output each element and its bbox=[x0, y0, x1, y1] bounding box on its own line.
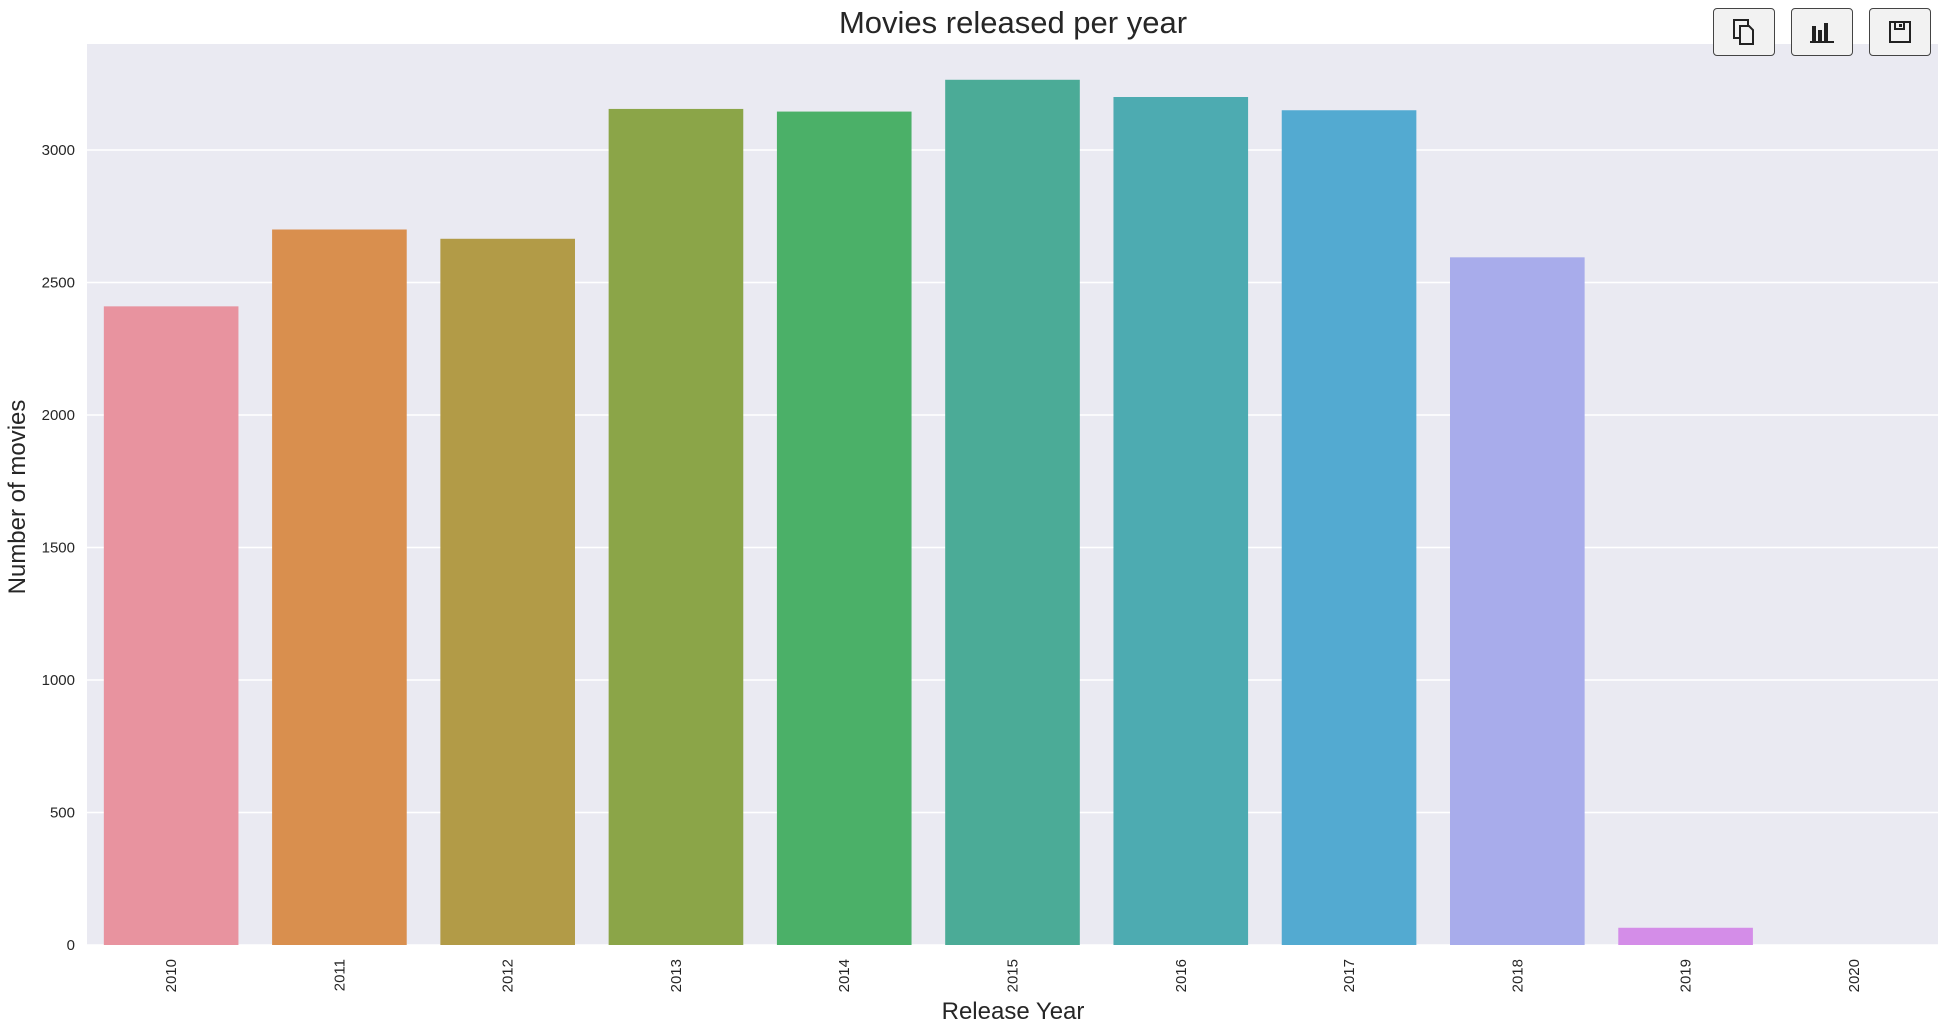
bar-2012 bbox=[440, 238, 575, 945]
bar-chart-icon bbox=[1809, 20, 1835, 44]
bar-2017 bbox=[1281, 110, 1417, 945]
y-tick-label: 1500 bbox=[42, 540, 75, 557]
save-button[interactable] bbox=[1869, 8, 1931, 56]
x-tick-labels: 2010 2011 2012 2013 2014 2015 2016 2017 2018 2019… bbox=[163, 959, 1863, 992]
y-tick-label: 2500 bbox=[42, 275, 75, 292]
x-tick-label: 2017 bbox=[1341, 959, 1358, 992]
x-tick-label: 2020 bbox=[1846, 959, 1863, 992]
y-tick-label: 0 bbox=[67, 937, 75, 954]
chart-button[interactable] bbox=[1791, 8, 1853, 56]
x-axis-label: Release Year bbox=[942, 998, 1085, 1025]
bar-2011 bbox=[272, 229, 407, 945]
bar-2010 bbox=[103, 306, 239, 946]
x-tick-label: 2015 bbox=[1005, 959, 1022, 992]
bar-2018 bbox=[1450, 257, 1585, 945]
x-tick-label: 2016 bbox=[1173, 959, 1190, 992]
y-tick-label: 500 bbox=[50, 805, 75, 822]
copy-icon bbox=[1732, 18, 1756, 46]
bars bbox=[103, 79, 1753, 946]
y-tick-label: 3000 bbox=[42, 142, 75, 159]
y-tick-labels: 0 500 1000 1500 2000 2500 3000 bbox=[42, 142, 75, 954]
chart-title: Movies released per year bbox=[839, 5, 1187, 40]
copy-button[interactable] bbox=[1713, 8, 1775, 56]
y-tick-label: 2000 bbox=[42, 407, 75, 424]
x-tick-label: 2013 bbox=[668, 959, 685, 992]
y-tick-label: 1000 bbox=[42, 672, 75, 689]
bar-2019 bbox=[1618, 927, 1753, 945]
bar-2013 bbox=[608, 108, 744, 946]
chart-toolbar bbox=[1713, 8, 1931, 56]
x-tick-label: 2010 bbox=[163, 959, 180, 992]
bar-2014 bbox=[776, 111, 912, 945]
x-tick-label: 2011 bbox=[331, 959, 348, 991]
save-icon bbox=[1888, 20, 1912, 44]
x-tick-label: 2012 bbox=[500, 959, 517, 992]
bar-2016 bbox=[1113, 97, 1249, 945]
y-axis-label: Number of movies bbox=[4, 400, 31, 595]
x-tick-label: 2018 bbox=[1509, 959, 1526, 992]
x-tick-label: 2019 bbox=[1678, 959, 1695, 992]
x-tick-label: 2014 bbox=[836, 959, 853, 992]
bar-2015 bbox=[945, 79, 1080, 945]
